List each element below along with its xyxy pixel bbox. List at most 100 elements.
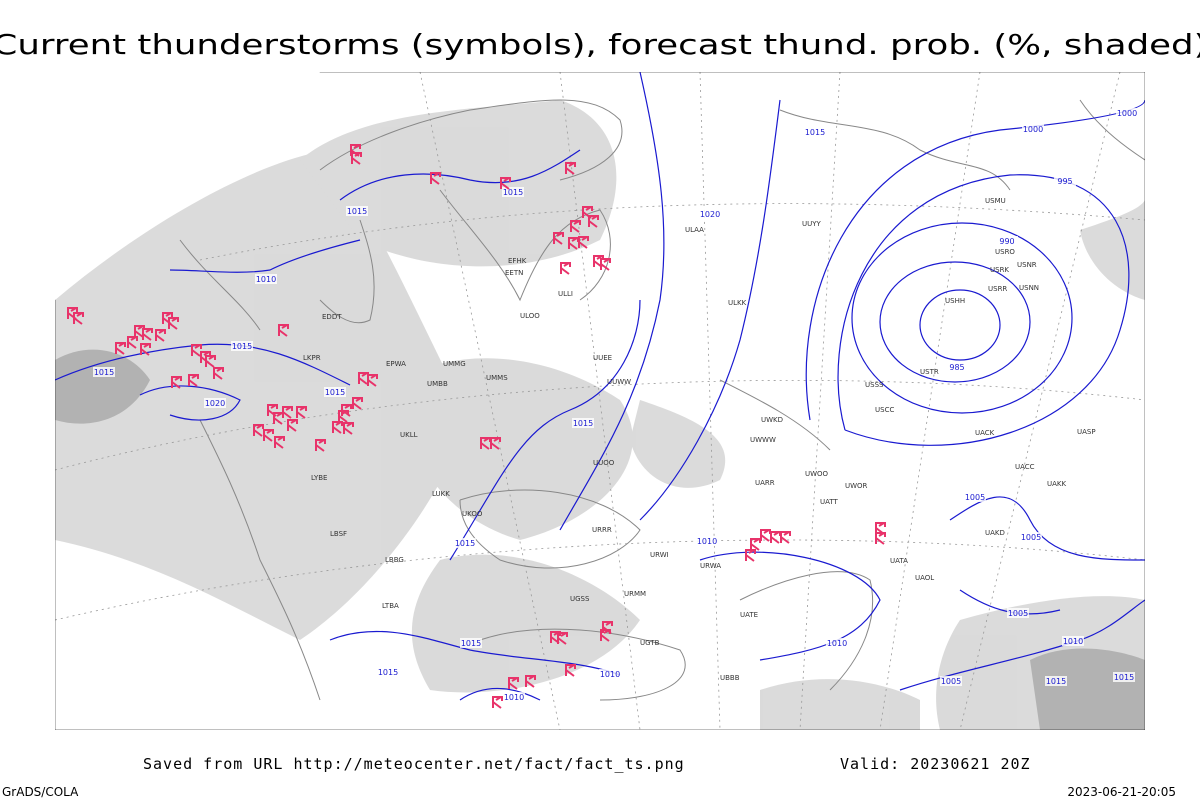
station-label: UUEE xyxy=(593,354,612,362)
isobar-label-bg xyxy=(324,387,346,397)
thunderstorm-symbol xyxy=(168,317,179,330)
thunderstorm-symbol xyxy=(565,162,576,175)
map-area: USMU USRO USRK USNR USRR USNN USHH USTR USSS USCC… xyxy=(55,72,1145,730)
station-label: UWKD xyxy=(761,416,783,424)
station-label: UWWW xyxy=(750,436,776,444)
station-label: USHH xyxy=(945,297,965,305)
station-label: LYBE xyxy=(311,474,327,482)
thunderstorm-symbol xyxy=(553,232,564,245)
isobar-label-bg xyxy=(572,418,594,428)
thunderstorm-symbol xyxy=(430,172,441,185)
thunderstorm-symbol xyxy=(142,328,153,341)
software: GrADS/COLA xyxy=(2,785,79,799)
station-label: UGSS xyxy=(570,595,590,603)
thunderstorm-symbol xyxy=(588,215,599,228)
station-label: UMBB xyxy=(427,380,448,388)
station-label: UASP xyxy=(1077,428,1096,436)
isobar-label: 1005 xyxy=(941,677,961,686)
station-label: UAOL xyxy=(915,574,934,582)
isobar-label-bg xyxy=(346,206,368,216)
isobar-labels: 1015 1000 1000 1015 1015 1020 1010 995 990 985 101… xyxy=(93,108,1138,702)
isobar-label: 1020 xyxy=(205,399,225,408)
thunderstorm-symbol xyxy=(155,329,166,342)
isobar-label: 1020 xyxy=(700,210,720,219)
source-url: Saved from URL http://meteocenter.net/fa… xyxy=(143,755,685,773)
thunderstorm-symbol xyxy=(287,419,298,432)
isobar-label: 1015 xyxy=(461,639,481,648)
isobar-label: 995 xyxy=(1057,177,1072,186)
isobar-label: 1015 xyxy=(805,128,825,137)
station-label: UUYY xyxy=(802,220,822,228)
station-label: ULAA xyxy=(685,226,704,234)
thunderstorm-symbol xyxy=(140,343,151,356)
thunderstorm-symbol xyxy=(875,532,886,545)
isobar-label: 1015 xyxy=(1046,677,1066,686)
isobar-label-bg xyxy=(1062,636,1084,646)
thunderstorm-symbol xyxy=(343,422,354,435)
thunderstorm-symbol xyxy=(253,424,264,437)
isobar-label-bg xyxy=(1007,608,1029,618)
map-title: Current thunderstorms (symbols), forecas… xyxy=(0,28,1200,61)
thunderstorm-symbol xyxy=(352,397,363,410)
station-label: USRO xyxy=(995,248,1015,256)
isobar-label-bg xyxy=(1045,676,1067,686)
thunderstorm-symbol xyxy=(188,374,199,387)
isobar-label-bg xyxy=(940,676,962,686)
isobar-label-bg xyxy=(93,367,115,377)
station-label: LUKK xyxy=(432,490,450,498)
isobar-label: 1015 xyxy=(347,207,367,216)
thunderstorm-symbol xyxy=(115,342,126,355)
station-label: UACC xyxy=(1015,463,1035,471)
thunderstorm-symbol xyxy=(296,406,307,419)
isobar-label: 1015 xyxy=(325,388,345,397)
station-label: UKOO xyxy=(462,510,483,518)
timestamp: 2023-06-21-20:05 xyxy=(1067,785,1176,799)
station-label: URRR xyxy=(592,526,612,534)
isobar-label: 1005 xyxy=(1021,533,1041,542)
thunderstorm-symbol xyxy=(127,336,138,349)
thunderstorm-symbol xyxy=(73,312,84,325)
isobar-label: 1015 xyxy=(232,342,252,351)
station-label: LBBG xyxy=(385,556,404,564)
thunderstorm-symbol xyxy=(338,410,349,423)
isobar-label: 1010 xyxy=(1063,637,1083,646)
coastlines xyxy=(179,99,1145,701)
isobar-label: 1010 xyxy=(504,693,524,702)
station-label: UKLL xyxy=(400,431,418,439)
thunderstorm-symbol xyxy=(745,549,756,562)
station-label: EDDT xyxy=(322,313,342,321)
isobar-label: 1000 xyxy=(1117,109,1137,118)
thunderstorm-symbol xyxy=(351,152,362,165)
station-label: URWA xyxy=(700,562,721,570)
isobar-label-bg xyxy=(996,236,1018,246)
station-label: UATE xyxy=(740,611,758,619)
station-label: URMM xyxy=(624,590,646,598)
station-label: USRR xyxy=(988,285,1007,293)
isobar-label-bg xyxy=(377,667,399,677)
isobar-label-bg xyxy=(804,127,826,137)
station-labels: USMU USRO USRK USNR USRR USNN USHH USTR USSS USCC… xyxy=(303,197,1096,682)
station-label: UMMG xyxy=(443,360,466,368)
thunderstorm-symbol xyxy=(508,677,519,690)
isobar-label: 990 xyxy=(999,237,1014,246)
isobar-label-bg xyxy=(204,398,226,408)
station-label: ULLI xyxy=(558,290,573,298)
probability-shading-dark xyxy=(55,349,1145,730)
isobars xyxy=(55,72,1145,701)
isobar-label-bg xyxy=(454,538,476,548)
thunderstorm-symbol xyxy=(557,632,568,645)
isobar-label: 1005 xyxy=(1008,609,1028,618)
isobar-label: 1010 xyxy=(697,537,717,546)
thunderstorm-symbol xyxy=(263,429,274,442)
isobar-label: 1015 xyxy=(455,539,475,548)
isobar-label-bg xyxy=(460,638,482,648)
thunderstorm-symbol xyxy=(332,421,343,434)
isobar-label: 1015 xyxy=(94,368,114,377)
thunderstorm-symbol xyxy=(205,355,216,368)
thunderstorm-symbol xyxy=(600,629,611,642)
isobar-label-bg xyxy=(1020,532,1042,542)
station-label: UMMS xyxy=(486,374,508,382)
station-label: EETN xyxy=(505,269,523,277)
graticule xyxy=(55,72,1145,730)
station-label: UAKD xyxy=(985,529,1005,537)
